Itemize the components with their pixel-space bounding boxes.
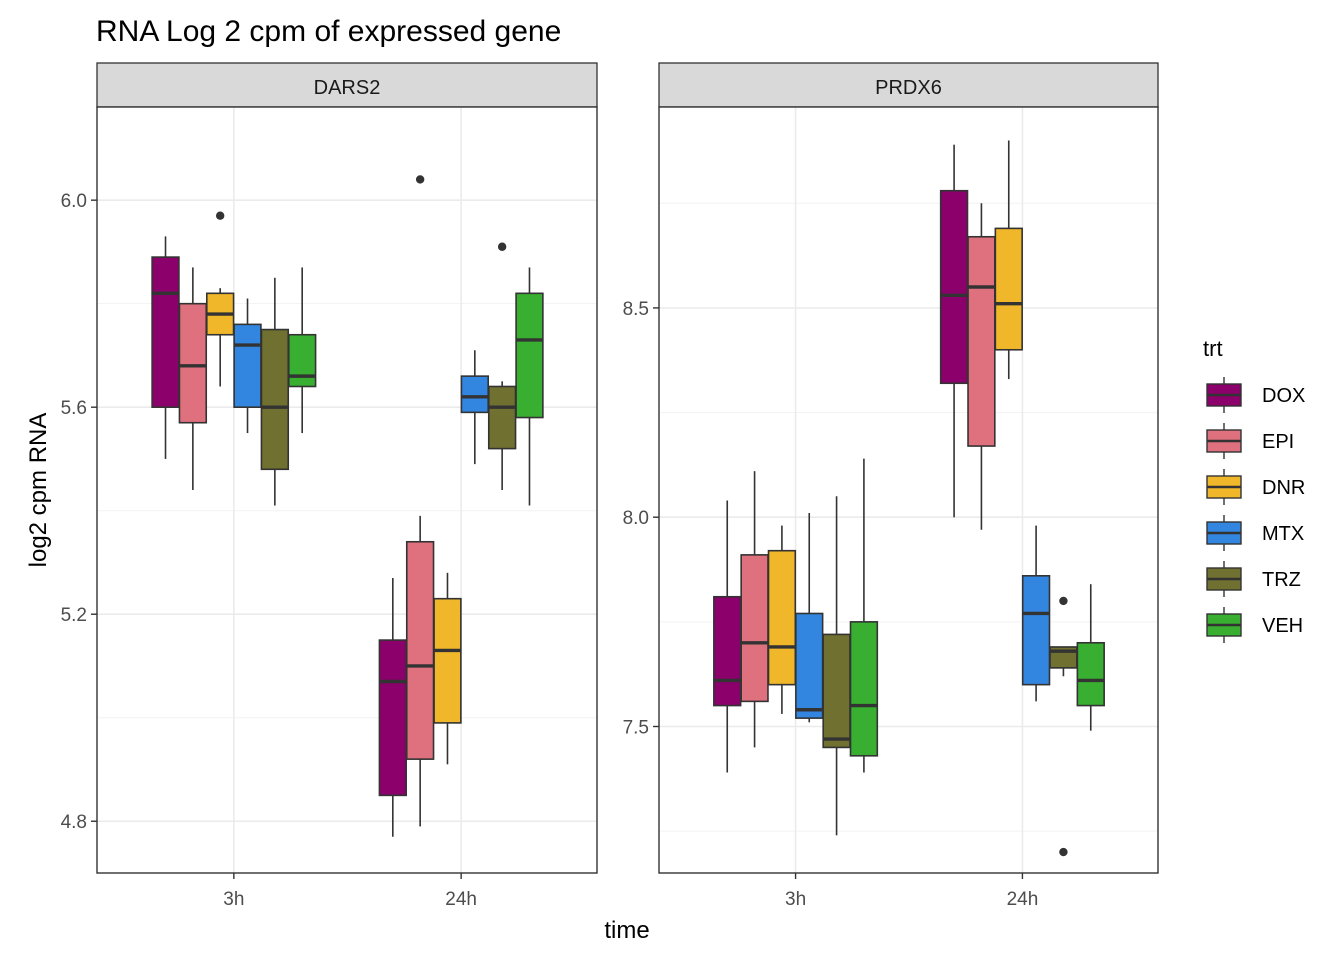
box-mtx-24h — [1021, 525, 1051, 702]
box-veh-3h — [849, 458, 879, 773]
x-tick-label: 3h — [785, 889, 806, 910]
box-body — [260, 328, 290, 471]
x-tick-label: 3h — [223, 889, 244, 910]
box-body — [740, 554, 769, 703]
box-body — [233, 323, 262, 408]
legend-item-trz: TRZ — [1206, 561, 1301, 597]
y-tick-label: 8.5 — [623, 299, 649, 320]
y-tick-label: 6.0 — [61, 191, 87, 212]
box-body — [151, 256, 180, 408]
legend: trt DOX EPI DNR MTX TRZ VEH — [1203, 336, 1305, 643]
facet-strip — [96, 62, 598, 108]
facet-panel-dars2: DARS2 4.8 5.2 5.6 6.0 3h 24h — [61, 62, 598, 910]
box-trz-3h — [260, 277, 290, 506]
facet-strip-label: PRDX6 — [875, 77, 942, 99]
y-tick-label: 5.6 — [61, 398, 87, 419]
box-epi-24h — [967, 203, 996, 530]
facet-panel-prdx6: PRDX6 7.5 8.0 8.5 3h 24h — [623, 62, 1159, 910]
box-body — [433, 597, 462, 724]
box-body — [378, 639, 408, 797]
outlier-point — [215, 211, 225, 220]
legend-item-veh: VEH — [1206, 607, 1303, 643]
panel-border — [96, 106, 598, 874]
box-mtx-3h — [233, 298, 262, 434]
box-body — [822, 633, 851, 749]
outlier-point — [415, 175, 425, 184]
box-body — [515, 292, 544, 419]
y-axis-title: log2 cpm RNA — [25, 413, 52, 568]
legend-item-dox: DOX — [1206, 377, 1305, 413]
outlier-point — [497, 242, 507, 251]
box-body — [967, 235, 996, 447]
box-epi-24h — [405, 175, 435, 827]
legend-label: MTX — [1262, 523, 1304, 545]
box-body — [178, 302, 208, 424]
y-tick-label: 8.0 — [623, 508, 649, 529]
box-body — [287, 333, 317, 388]
legend-item-dnr: DNR — [1206, 469, 1305, 505]
box-body — [1021, 575, 1051, 686]
box-dox-24h — [378, 577, 408, 837]
plot-background — [659, 107, 1158, 873]
panel-border — [658, 106, 1159, 874]
box-body — [795, 612, 824, 719]
y-tick-label: 4.8 — [61, 812, 87, 833]
box-body — [767, 549, 797, 686]
box-veh-24h — [515, 267, 544, 506]
outlier-point — [1059, 847, 1068, 857]
box-body — [713, 595, 742, 707]
facet-strip-label: DARS2 — [314, 77, 381, 99]
plot-background — [97, 107, 597, 873]
box-body — [994, 227, 1023, 351]
legend-title: trt — [1203, 336, 1223, 361]
x-axis-title: time — [604, 917, 649, 944]
legend-label: DNR — [1262, 477, 1305, 499]
box-trz-3h — [822, 496, 851, 836]
facet-strip — [658, 62, 1159, 108]
box-dnr-24h — [994, 140, 1023, 380]
box-body — [405, 540, 435, 760]
box-veh-3h — [287, 267, 317, 434]
box-veh-24h — [1076, 584, 1105, 731]
box-mtx-24h — [460, 350, 490, 465]
x-tick-label: 24h — [1007, 889, 1039, 910]
box-body — [487, 385, 517, 450]
y-tick-label: 7.5 — [623, 717, 649, 738]
panels-layer: DARS2 4.8 5.2 5.6 6.0 3h 24h PRDX6 7.5 8.0 8.5 3h 24… — [61, 62, 1159, 910]
box-body — [1076, 641, 1105, 707]
box-dox-3h — [151, 236, 180, 459]
box-trz-24h — [1049, 596, 1078, 857]
legend-item-epi: EPI — [1206, 423, 1294, 459]
box-body — [849, 621, 879, 757]
legend-item-mtx: MTX — [1206, 515, 1304, 551]
box-body — [460, 375, 490, 414]
box-epi-3h — [740, 471, 769, 748]
chart-title: RNA Log 2 cpm of expressed gene — [96, 15, 561, 48]
x-tick-label: 24h — [445, 889, 477, 910]
box-epi-3h — [178, 267, 208, 490]
legend-label: EPI — [1262, 431, 1294, 453]
legend-label: DOX — [1262, 385, 1305, 407]
y-tick-label: 5.2 — [61, 605, 87, 626]
box-dnr-3h — [205, 211, 235, 387]
box-dnr-24h — [433, 572, 462, 765]
box-body — [939, 189, 969, 385]
box-dox-24h — [939, 144, 969, 518]
legend-label: VEH — [1262, 615, 1303, 637]
legend-label: TRZ — [1262, 569, 1301, 591]
outlier-point — [1059, 596, 1068, 606]
